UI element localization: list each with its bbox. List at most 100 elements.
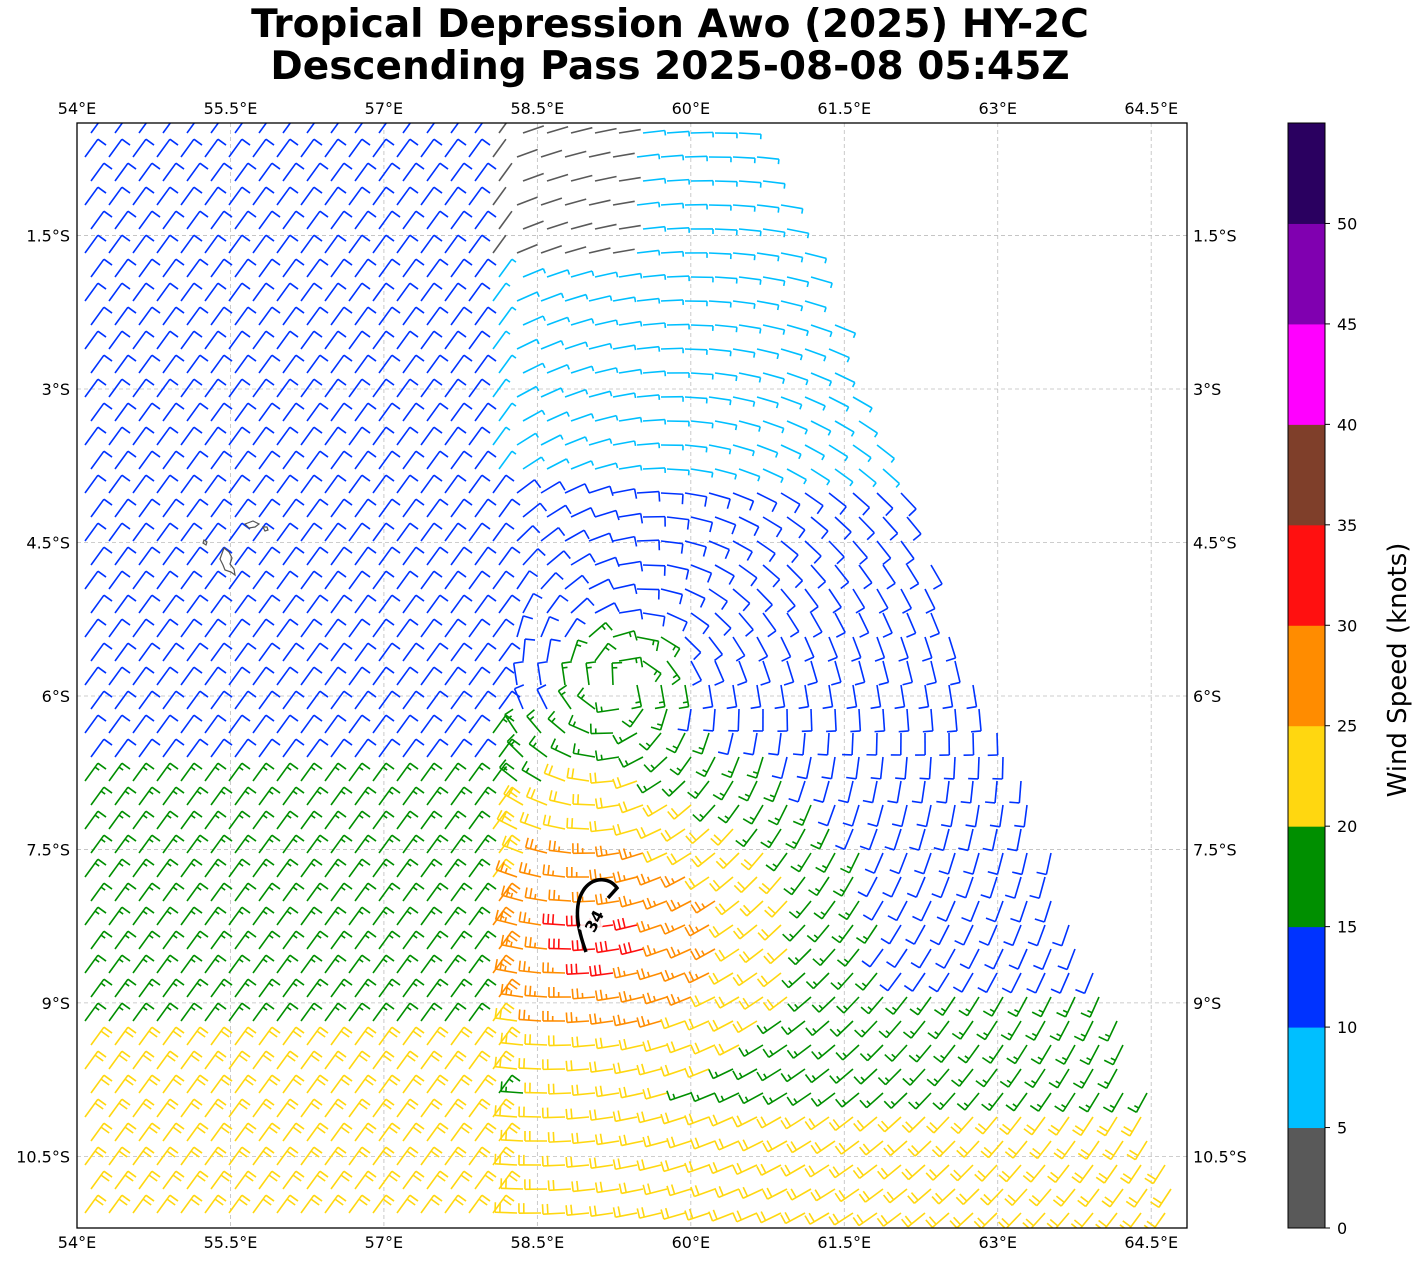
wind-barb	[378, 162, 401, 182]
wind-barb	[258, 930, 281, 950]
wind-barb	[378, 210, 401, 230]
wind-barb	[840, 852, 860, 874]
wind-barb	[1077, 1188, 1100, 1208]
wind-barb	[524, 985, 548, 998]
wind-barb	[738, 468, 761, 482]
wind-barb	[898, 708, 910, 733]
wind-barb	[588, 295, 613, 302]
wind-barb	[564, 483, 590, 494]
wind-barb	[612, 535, 638, 547]
wind-barb	[402, 1122, 425, 1142]
wind-barb	[568, 714, 590, 734]
wind-barb	[589, 1157, 614, 1169]
wind-barb	[564, 150, 587, 158]
wind-barb	[692, 804, 716, 822]
wind-barb	[282, 978, 305, 998]
wind-barb	[880, 924, 902, 945]
wind-barb	[204, 522, 227, 542]
wind-barb	[876, 492, 894, 517]
wind-barb	[690, 1137, 716, 1150]
wind-barb	[594, 1037, 620, 1050]
wind-barb	[810, 468, 831, 486]
wind-barb	[402, 354, 425, 374]
wind-barb	[258, 978, 281, 998]
lon-tick-top: 63°E	[979, 99, 1017, 118]
wind-barb	[330, 594, 353, 614]
wind-barb	[732, 972, 758, 987]
wind-barb	[348, 282, 371, 302]
wind-barb	[354, 882, 377, 902]
wind-barb	[372, 138, 395, 158]
wind-barb	[780, 492, 801, 514]
wind-barb	[258, 642, 281, 662]
wind-barb	[402, 642, 425, 662]
wind-barb	[300, 378, 323, 398]
wind-barb	[862, 900, 884, 921]
lat-tick-right: 7.5°S	[1193, 840, 1237, 859]
wind-barb	[859, 1092, 884, 1109]
wind-barb	[570, 270, 595, 278]
wind-barb	[156, 378, 179, 398]
wind-barb	[1120, 1164, 1142, 1184]
wind-barb	[1023, 1116, 1046, 1136]
wind-barb	[468, 474, 491, 494]
wind-barb	[186, 1122, 209, 1142]
wind-barb	[594, 797, 620, 810]
wind-barb	[1072, 1116, 1094, 1137]
wind-barb	[822, 684, 834, 710]
wind-barb	[108, 810, 131, 830]
wind-barb	[684, 155, 708, 162]
wind-barb	[642, 225, 667, 232]
wind-barb	[234, 882, 257, 902]
wind-barb	[939, 732, 951, 756]
wind-barb	[372, 1098, 395, 1118]
wind-barb	[84, 1002, 107, 1022]
wind-barb	[980, 1188, 1004, 1206]
wind-barb	[594, 556, 620, 568]
wind-barb	[444, 858, 467, 878]
wind-barb	[114, 930, 137, 950]
wind-barb	[566, 767, 590, 782]
wind-barb	[420, 330, 443, 350]
wind-barb	[132, 1194, 155, 1214]
wind-barb	[282, 930, 305, 950]
wind-barb	[420, 810, 443, 830]
wind-barb	[756, 204, 780, 213]
wind-barb	[300, 522, 323, 542]
wind-barb	[348, 666, 371, 686]
wind-barb	[162, 882, 185, 902]
wind-barb	[660, 1064, 686, 1077]
wind-barb	[402, 978, 425, 998]
map-frame	[76, 122, 1188, 1229]
wind-barb	[500, 1178, 524, 1190]
wind-barb	[1055, 1044, 1076, 1065]
wind-barb	[666, 130, 691, 137]
wind-barb	[858, 1140, 884, 1156]
wind-barb	[903, 972, 926, 992]
wind-barb	[829, 1068, 854, 1084]
gale-contour-34kt: 34	[575, 878, 620, 953]
wind-barb	[228, 474, 251, 494]
wind-barb	[1127, 1092, 1148, 1114]
wind-barb	[372, 1050, 395, 1070]
wind-barb	[492, 138, 507, 158]
wind-barb	[513, 684, 525, 710]
wind-barb	[780, 396, 803, 410]
wind-barb	[732, 1068, 758, 1081]
wind-barb	[524, 887, 548, 902]
wind-barb	[354, 546, 377, 566]
wind-barb	[468, 570, 491, 590]
wind-barb	[444, 570, 467, 590]
wind-barb	[965, 804, 980, 828]
wind-barb	[330, 450, 353, 470]
wind-barb	[710, 828, 734, 846]
wind-barb	[444, 954, 467, 974]
wind-barb	[90, 1170, 113, 1190]
wind-barb	[732, 300, 756, 309]
wind-barb	[492, 570, 515, 590]
lat-tick-left: 9°S	[42, 994, 70, 1013]
wind-barb	[330, 1122, 353, 1142]
wind-barb	[444, 714, 467, 734]
wind-barb	[621, 708, 644, 728]
